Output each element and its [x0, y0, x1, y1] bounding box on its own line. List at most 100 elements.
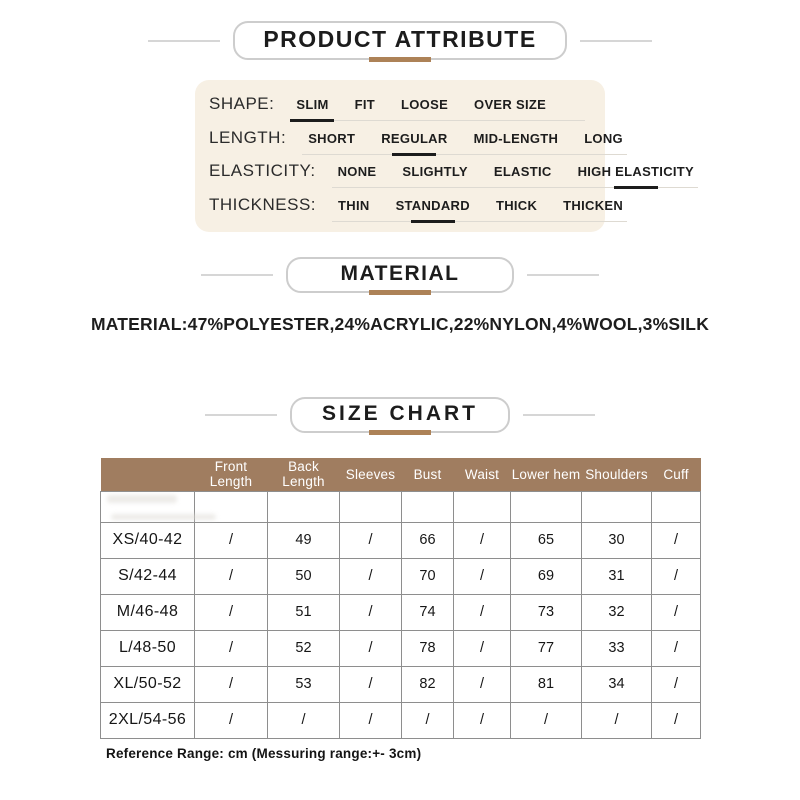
table-cell: 78 [401, 629, 454, 667]
size-cell: M/46-48 [100, 593, 195, 631]
table-cell: 33 [581, 629, 652, 667]
table-cell: / [401, 701, 454, 739]
attribute-row-elasticity: ELASTICITY: NONE SLIGHTLY ELASTIC HIGH E… [209, 161, 699, 189]
table-cell: / [651, 557, 701, 595]
header-cell-waist: Waist [453, 458, 511, 491]
header-cell-bust: Bust [401, 458, 454, 491]
blurred-artifact [111, 513, 216, 520]
table-row-2xl: 2XL/54-56 / / / / / / / / [100, 701, 701, 739]
table-cell: / [194, 665, 268, 703]
table-cell: 31 [581, 557, 652, 595]
table-row-m: M/46-48 / 51 / 74 / 73 32 / [100, 593, 701, 631]
length-options: SHORT REGULAR MID-LENGTH LONG [302, 131, 627, 155]
attribute-panel: SHAPE: SLIM FIT LOOSE OVER SIZE LENGTH: … [195, 80, 699, 232]
table-cell: 30 [581, 521, 652, 559]
table-cell [100, 490, 216, 523]
table-cell: / [453, 593, 511, 631]
shape-label: SHAPE: [209, 94, 275, 113]
table-cell: / [453, 629, 511, 667]
table-cell: / [651, 593, 701, 631]
reference-range-note: Reference Range: cm (Messuring range:+- … [106, 746, 422, 761]
header-cell-front-length: Front Length [194, 458, 268, 491]
option-over-size: OVER SIZE [474, 97, 547, 112]
title-accent-bar [369, 290, 431, 295]
length-label: LENGTH: [209, 127, 287, 147]
table-cell: 34 [581, 665, 652, 703]
table-cell [651, 490, 701, 523]
option-high-elasticity: HIGH ELASTICITY [577, 164, 695, 180]
table-cell: / [339, 665, 402, 703]
option-slim: SLIM [296, 97, 329, 112]
table-cell [267, 490, 340, 523]
table-cell: 73 [510, 593, 582, 631]
table-cell: 81 [510, 665, 582, 703]
table-cell: / [194, 593, 268, 631]
left-divider-line [148, 39, 221, 42]
option-long: LONG [584, 130, 623, 146]
size-cell: L/48-50 [100, 629, 195, 667]
right-divider-line [527, 274, 599, 276]
option-short: SHORT [308, 130, 356, 146]
table-cell: / [510, 701, 582, 739]
table-cell: / [194, 521, 268, 559]
table-cell: / [194, 557, 268, 595]
table-row-xs: XS/40-42 / 49 / 66 / 65 30 / [100, 521, 701, 559]
shape-options: SLIM FIT LOOSE OVER SIZE [290, 97, 585, 121]
elasticity-label: ELASTICITY: [209, 161, 316, 181]
attribute-row-length: LENGTH: SHORT REGULAR MID-LENGTH LONG [209, 127, 627, 155]
table-cell: 65 [510, 521, 582, 559]
table-cell: / [651, 629, 701, 667]
size-cell: XS/40-42 [100, 521, 195, 559]
section-material-header: MATERIAL [0, 257, 800, 295]
section-product-attribute-header: PRODUCT ATTRIBUTE [0, 21, 800, 62]
table-cell: / [453, 665, 511, 703]
option-slightly: SLIGHTLY [402, 164, 468, 180]
table-cell [581, 490, 652, 523]
option-fit: FIT [354, 97, 376, 112]
size-table: Front Length Back Length Sleeves Bust Wa… [100, 458, 701, 739]
table-cell: 53 [267, 665, 340, 703]
size-chart-title-box: SIZE CHART [290, 397, 510, 435]
thickness-label: THICKNESS: [209, 194, 317, 214]
table-cell: 70 [401, 557, 454, 595]
header-cell-back-length: Back Length [267, 458, 340, 491]
table-cell: / [651, 665, 701, 703]
thickness-options: THIN STANDARD THICK THICKEN [332, 197, 628, 222]
table-cell [453, 490, 511, 523]
table-cell: / [339, 593, 402, 631]
table-row-s: S/42-44 / 50 / 70 / 69 31 / [100, 557, 701, 595]
table-cell: 52 [267, 629, 340, 667]
option-loose: LOOSE [401, 97, 449, 112]
table-cell: / [194, 701, 268, 739]
table-cell: 50 [267, 557, 340, 595]
table-cell: / [581, 701, 652, 739]
table-cell [339, 490, 402, 523]
header-cell-size [100, 458, 195, 491]
blurred-artifact [107, 494, 177, 503]
option-thin: THIN [338, 197, 370, 213]
option-thick: THICK [495, 197, 538, 213]
table-cell: / [194, 629, 268, 667]
option-standard: STANDARD [395, 197, 470, 213]
table-cell: / [339, 701, 402, 739]
option-thicken: THICKEN [563, 197, 624, 213]
option-elastic: ELASTIC [493, 164, 552, 180]
table-cell: / [651, 521, 701, 559]
title-accent-bar [369, 430, 431, 435]
table-cell: 77 [510, 629, 582, 667]
table-cell [401, 490, 454, 523]
table-cell: 66 [401, 521, 454, 559]
header-cell-shoulders: Shoulders [581, 458, 652, 491]
header-cell-sleeves: Sleeves [339, 458, 402, 491]
size-chart-title: SIZE CHART [322, 402, 478, 425]
product-attribute-title: PRODUCT ATTRIBUTE [263, 26, 537, 52]
table-cell [510, 490, 582, 523]
table-cell: / [339, 629, 402, 667]
size-cell: S/42-44 [100, 557, 195, 595]
table-cell: / [453, 521, 511, 559]
table-cell: / [453, 701, 511, 739]
table-cell: / [339, 557, 402, 595]
product-attribute-title-box: PRODUCT ATTRIBUTE [233, 21, 567, 62]
table-cell: 51 [267, 593, 340, 631]
